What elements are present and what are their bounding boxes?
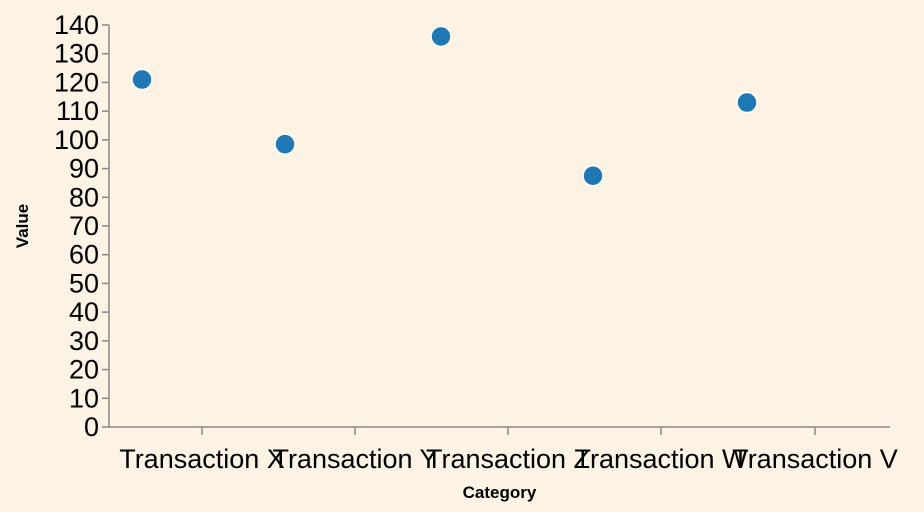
data-points — [131, 25, 758, 187]
y-tick-label: 40 — [69, 297, 99, 327]
y-tick-label: 50 — [69, 268, 99, 298]
y-tick-label: 110 — [56, 96, 99, 126]
x-tick-label: Transaction X — [119, 444, 285, 474]
y-tick-label: 10 — [69, 383, 99, 413]
y-axis-title: Value — [13, 204, 32, 248]
x-tick-label: Transaction Y — [272, 444, 437, 474]
x-tick-label: Transaction W — [574, 444, 748, 474]
y-tick-label: 130 — [54, 39, 99, 69]
data-point — [430, 25, 452, 48]
y-tick-label: 0 — [84, 412, 99, 442]
x-axis-title: Category — [463, 483, 537, 502]
x-tick-label: Transaction V — [732, 444, 898, 474]
y-tick-label: 100 — [54, 125, 99, 155]
data-point — [582, 165, 604, 187]
data-point — [274, 133, 296, 155]
data-point — [131, 68, 153, 91]
y-tick-label: 30 — [69, 326, 99, 356]
y-tick-label: 20 — [69, 355, 99, 385]
y-tick-label: 70 — [69, 211, 99, 241]
data-point — [736, 91, 758, 114]
y-tick-label: 60 — [69, 240, 99, 270]
y-tick-label: 80 — [69, 182, 99, 212]
y-tick-label: 90 — [69, 154, 99, 184]
y-tick-label: 140 — [54, 10, 99, 40]
x-tick-label: Transaction Z — [426, 444, 590, 474]
y-tick-label: 120 — [54, 67, 99, 97]
